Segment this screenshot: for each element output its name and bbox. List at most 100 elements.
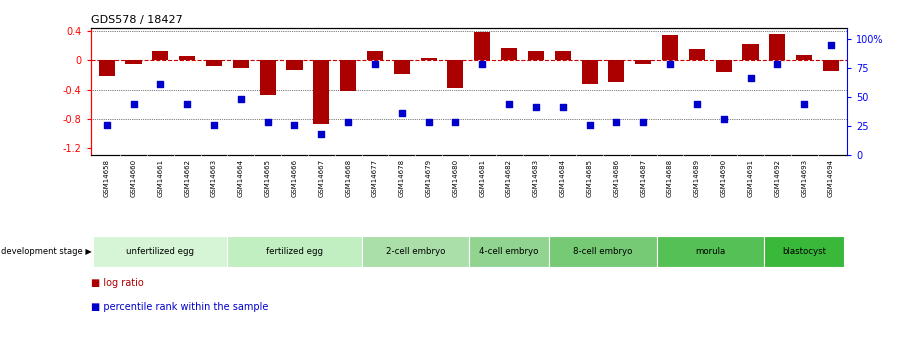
Text: GSM14683: GSM14683 bbox=[533, 159, 539, 197]
Point bbox=[448, 119, 463, 125]
Bar bbox=[286, 60, 303, 70]
Text: GSM14668: GSM14668 bbox=[345, 159, 352, 197]
Text: morula: morula bbox=[695, 247, 726, 256]
Text: ■ percentile rank within the sample: ■ percentile rank within the sample bbox=[91, 302, 268, 312]
Text: GSM14679: GSM14679 bbox=[426, 159, 431, 197]
Point bbox=[663, 61, 678, 67]
Bar bbox=[501, 48, 517, 60]
Bar bbox=[657, 236, 764, 267]
Text: GSM14686: GSM14686 bbox=[613, 159, 620, 197]
Point bbox=[260, 119, 275, 125]
Text: GDS578 / 18427: GDS578 / 18427 bbox=[91, 16, 182, 26]
Bar bbox=[367, 51, 383, 60]
Text: GSM14682: GSM14682 bbox=[506, 159, 512, 197]
Bar bbox=[764, 236, 844, 267]
Bar bbox=[743, 45, 758, 60]
Text: GSM14667: GSM14667 bbox=[318, 159, 324, 197]
Text: GSM14665: GSM14665 bbox=[265, 159, 271, 197]
Text: GSM14690: GSM14690 bbox=[720, 159, 727, 197]
Text: GSM14678: GSM14678 bbox=[399, 159, 405, 197]
Text: GSM14688: GSM14688 bbox=[667, 159, 673, 197]
Point bbox=[636, 119, 651, 125]
Text: GSM14691: GSM14691 bbox=[747, 159, 754, 197]
Point bbox=[689, 101, 704, 106]
Point bbox=[368, 61, 382, 67]
Bar bbox=[93, 236, 227, 267]
Text: GSM14660: GSM14660 bbox=[130, 159, 137, 197]
Point bbox=[824, 42, 838, 48]
Bar bbox=[420, 58, 437, 60]
Text: GSM14663: GSM14663 bbox=[211, 159, 217, 197]
Text: GSM14681: GSM14681 bbox=[479, 159, 486, 197]
Bar bbox=[260, 60, 275, 95]
Text: GSM14693: GSM14693 bbox=[801, 159, 807, 197]
Point bbox=[126, 101, 140, 106]
Point bbox=[502, 101, 516, 106]
Bar bbox=[554, 51, 571, 60]
Bar bbox=[394, 60, 410, 74]
Bar bbox=[796, 55, 813, 60]
Bar bbox=[361, 236, 469, 267]
Bar bbox=[179, 56, 195, 60]
Text: GSM14658: GSM14658 bbox=[103, 159, 110, 197]
Point bbox=[583, 122, 597, 127]
Text: 4-cell embryo: 4-cell embryo bbox=[479, 247, 539, 256]
Text: GSM14687: GSM14687 bbox=[641, 159, 646, 197]
Text: GSM14677: GSM14677 bbox=[372, 159, 378, 197]
Text: GSM14661: GSM14661 bbox=[158, 159, 163, 197]
Point bbox=[100, 122, 114, 127]
Bar bbox=[313, 60, 330, 124]
Bar bbox=[528, 51, 544, 60]
Bar bbox=[716, 60, 732, 72]
Text: ■ log ratio: ■ log ratio bbox=[91, 278, 143, 288]
Text: GSM14664: GSM14664 bbox=[238, 159, 244, 197]
Text: unfertilized egg: unfertilized egg bbox=[126, 247, 195, 256]
Text: GSM14684: GSM14684 bbox=[560, 159, 565, 197]
Bar bbox=[582, 60, 598, 84]
Point bbox=[314, 131, 329, 137]
Text: GSM14692: GSM14692 bbox=[775, 159, 780, 197]
Bar bbox=[448, 60, 464, 88]
Text: development stage ▶: development stage ▶ bbox=[1, 247, 92, 256]
Bar bbox=[125, 60, 141, 64]
Text: GSM14685: GSM14685 bbox=[586, 159, 593, 197]
Bar bbox=[469, 236, 549, 267]
Bar bbox=[662, 35, 678, 60]
Text: GSM14662: GSM14662 bbox=[184, 159, 190, 197]
Bar bbox=[206, 60, 222, 66]
Point bbox=[797, 101, 812, 106]
Text: GSM14666: GSM14666 bbox=[292, 159, 297, 197]
Point bbox=[394, 110, 409, 116]
Bar bbox=[227, 236, 361, 267]
Bar bbox=[152, 51, 169, 60]
Text: 8-cell embryo: 8-cell embryo bbox=[573, 247, 632, 256]
Point bbox=[287, 122, 302, 127]
Text: blastocyst: blastocyst bbox=[782, 247, 826, 256]
Point bbox=[555, 104, 570, 110]
Point bbox=[421, 119, 436, 125]
Bar bbox=[689, 49, 705, 60]
Point bbox=[207, 122, 221, 127]
Bar bbox=[233, 60, 249, 68]
Bar bbox=[635, 60, 651, 64]
Bar bbox=[769, 34, 786, 60]
Text: GSM14689: GSM14689 bbox=[694, 159, 699, 197]
Point bbox=[770, 61, 785, 67]
Point bbox=[609, 119, 623, 125]
Bar bbox=[99, 60, 115, 77]
Bar bbox=[608, 60, 624, 81]
Text: fertilized egg: fertilized egg bbox=[266, 247, 323, 256]
Point bbox=[743, 75, 757, 81]
Text: GSM14680: GSM14680 bbox=[452, 159, 458, 197]
Text: 2-cell embryo: 2-cell embryo bbox=[386, 247, 445, 256]
Point bbox=[341, 119, 355, 125]
Point bbox=[475, 61, 489, 67]
Point bbox=[153, 81, 168, 87]
Bar bbox=[823, 60, 839, 71]
Bar bbox=[340, 60, 356, 91]
Point bbox=[234, 96, 248, 102]
Point bbox=[180, 101, 195, 106]
Point bbox=[717, 116, 731, 121]
Point bbox=[529, 104, 544, 110]
Bar bbox=[549, 236, 657, 267]
